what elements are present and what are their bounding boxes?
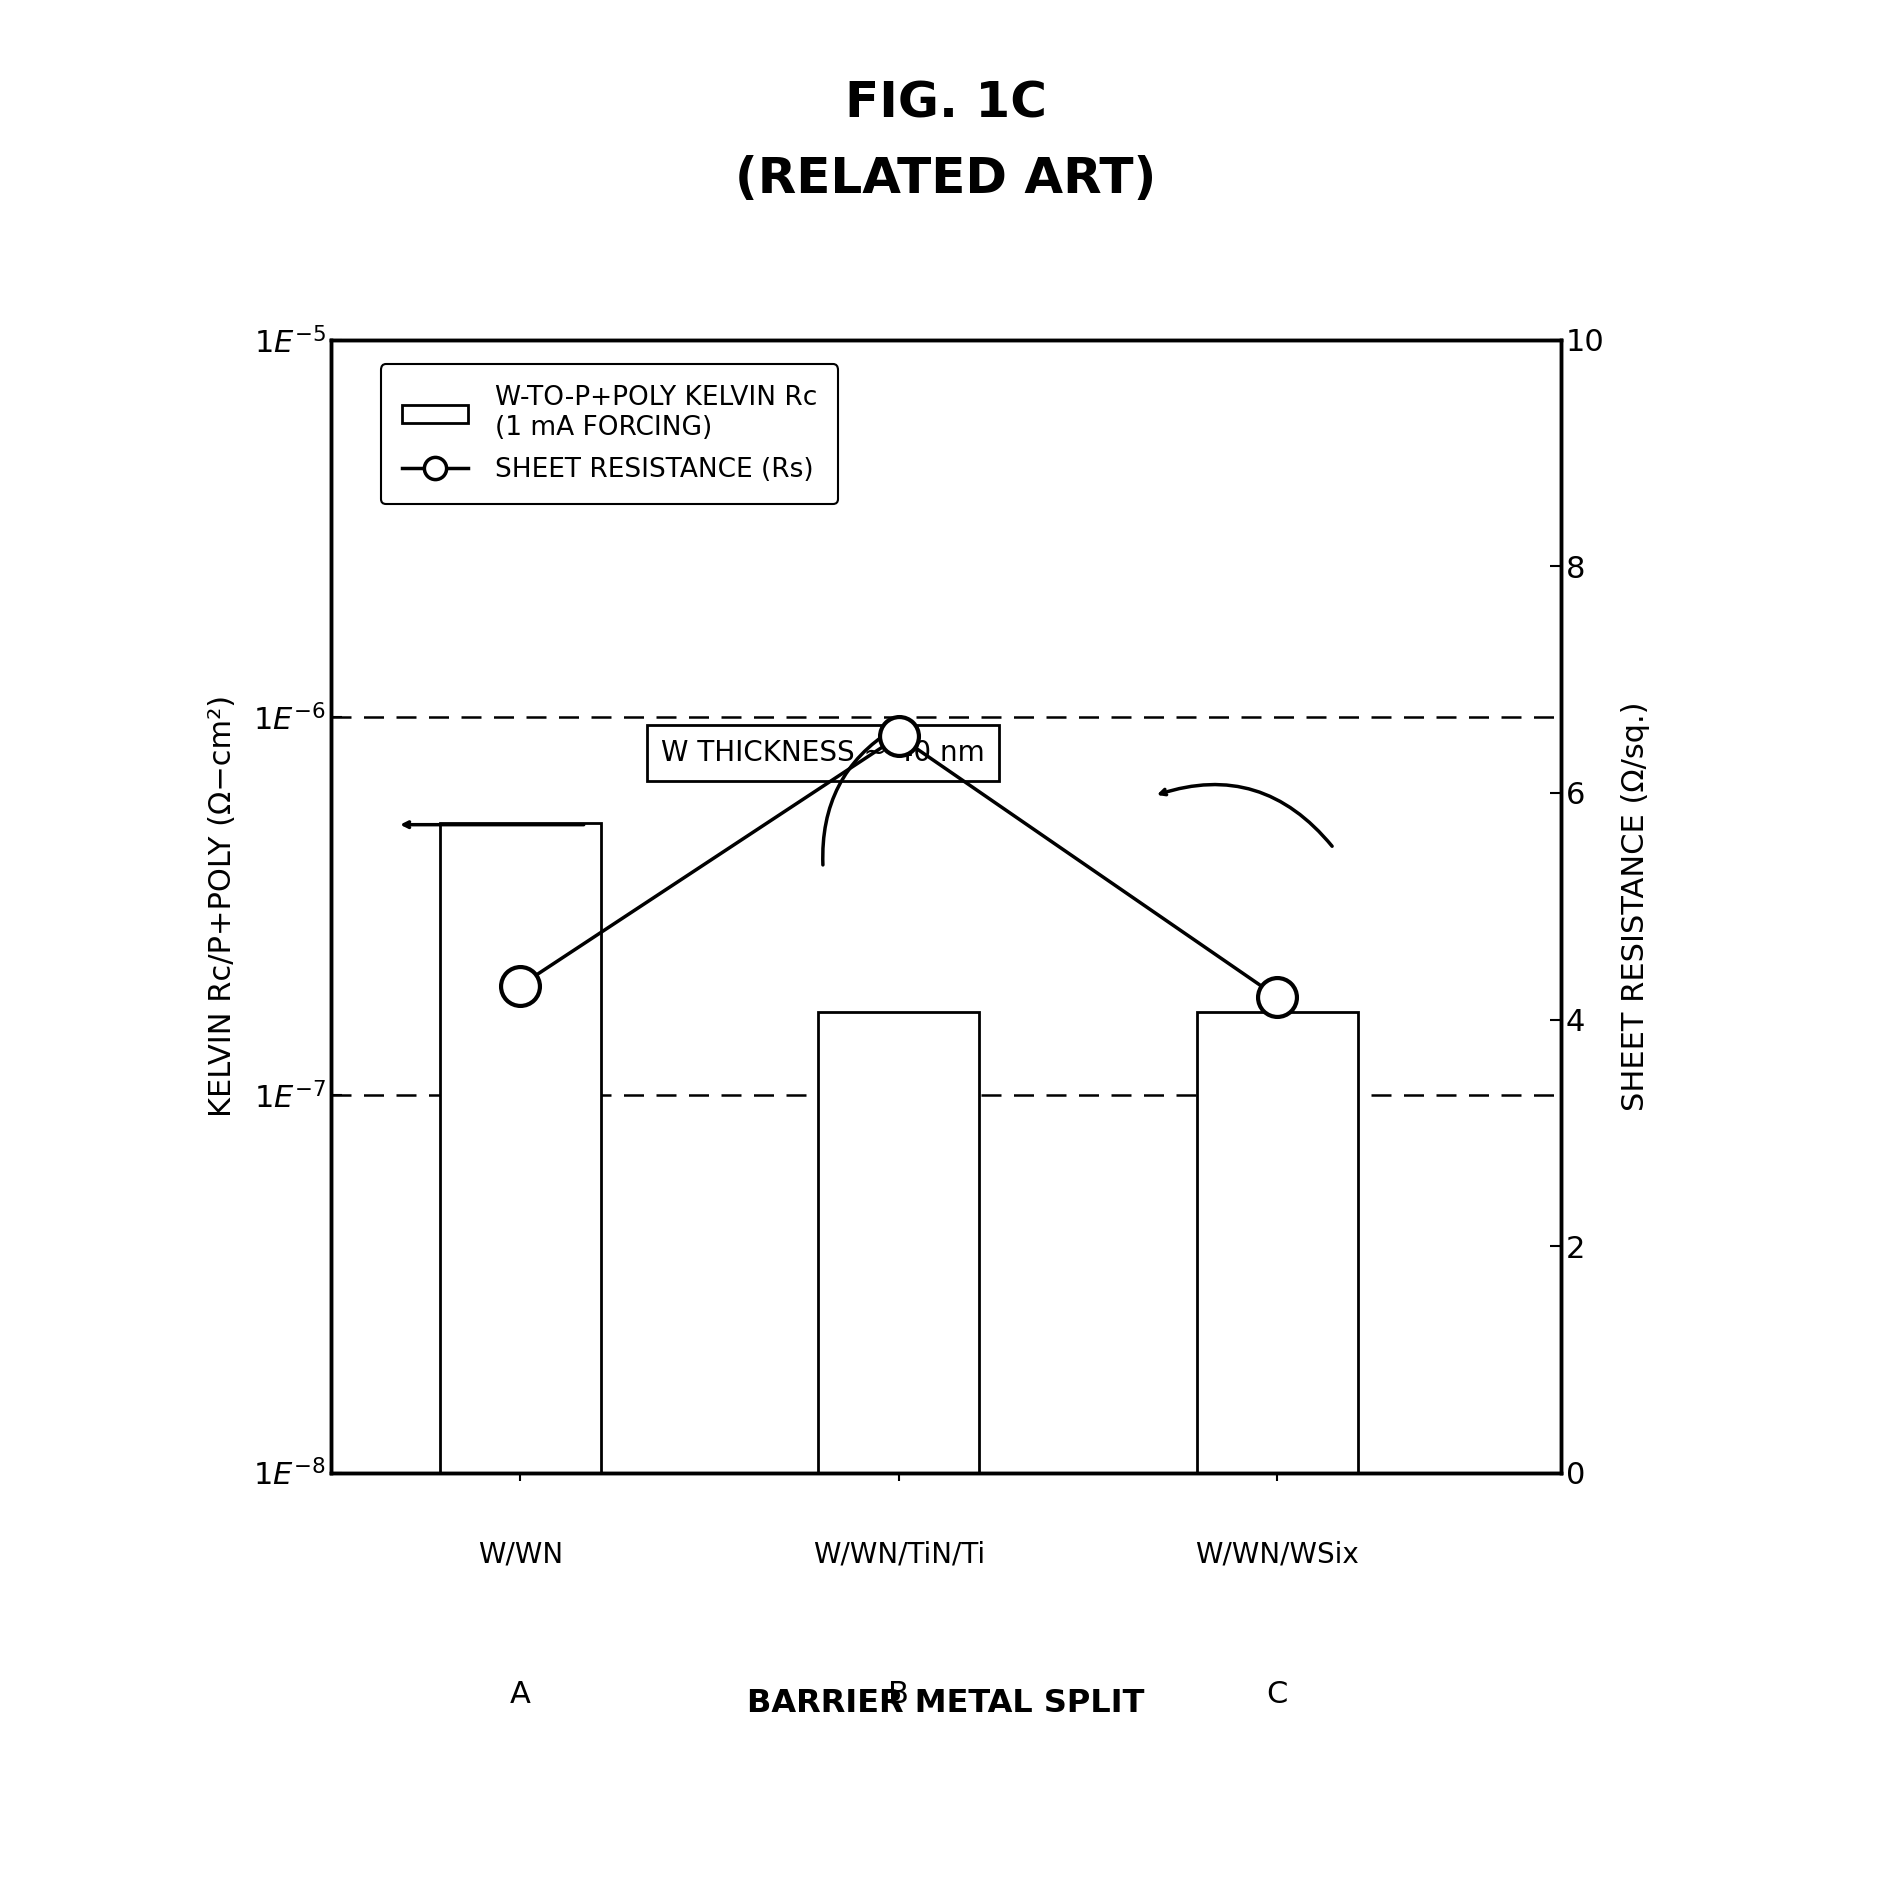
Y-axis label: KELVIN Rc/P+POLY (Ω−cm²): KELVIN Rc/P+POLY (Ω−cm²)	[208, 695, 236, 1118]
Text: B: B	[887, 1680, 910, 1709]
Legend: W-TO-P+POLY KELVIN Rc
(1 mA FORCING), SHEET RESISTANCE (Rs): W-TO-P+POLY KELVIN Rc (1 mA FORCING), SH…	[380, 364, 838, 504]
Text: W/WN/TiN/Ti: W/WN/TiN/Ti	[814, 1541, 984, 1569]
Bar	[1198, 1012, 1358, 1888]
Text: W/WN/WSix: W/WN/WSix	[1196, 1541, 1358, 1569]
Bar	[819, 1012, 980, 1888]
Text: BARRIER METAL SPLIT: BARRIER METAL SPLIT	[747, 1688, 1145, 1718]
Text: A: A	[509, 1680, 532, 1709]
Text: W THICKNESS ~ 40 nm: W THICKNESS ~ 40 nm	[660, 740, 986, 767]
Y-axis label: SHEET RESISTANCE (Ω/sq.): SHEET RESISTANCE (Ω/sq.)	[1621, 702, 1650, 1110]
Text: C: C	[1266, 1680, 1288, 1709]
Bar	[439, 823, 600, 1888]
Text: FIG. 1C: FIG. 1C	[846, 79, 1046, 128]
Text: W/WN: W/WN	[479, 1541, 562, 1569]
Text: (RELATED ART): (RELATED ART)	[736, 155, 1156, 204]
